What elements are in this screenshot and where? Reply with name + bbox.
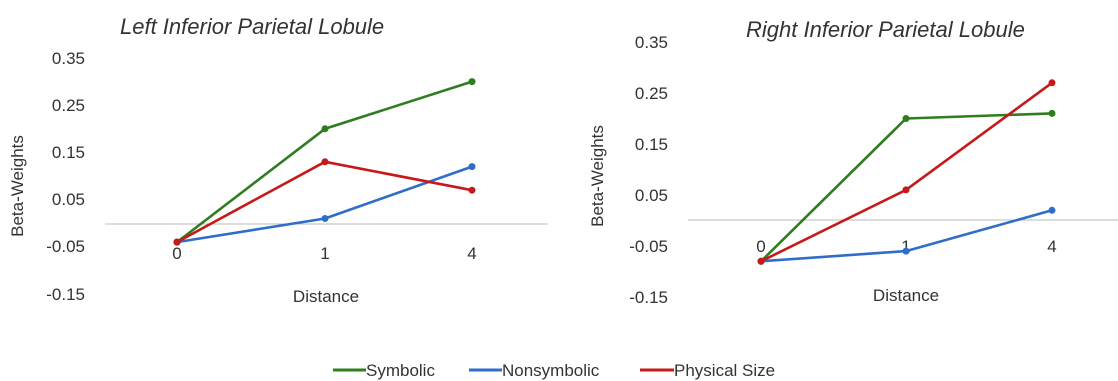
data-point-physical-size xyxy=(902,186,910,194)
data-point-symbolic xyxy=(468,78,476,86)
x-axis-title: Distance xyxy=(873,286,939,305)
y-tick-label: 0.35 xyxy=(635,33,668,52)
x-tick-label: 1 xyxy=(901,237,910,256)
y-tick-label: 0.35 xyxy=(52,49,85,68)
data-point-nonsymbolic xyxy=(321,215,329,222)
data-point-physical-size xyxy=(1048,79,1056,87)
y-tick-label: 0.25 xyxy=(635,84,668,103)
chart-title: Left Inferior Parietal Lobule xyxy=(120,14,384,39)
x-tick-label: 4 xyxy=(467,244,476,263)
y-tick-label: -0.15 xyxy=(46,285,85,304)
data-point-symbolic xyxy=(321,125,329,133)
y-tick-label: 0.15 xyxy=(52,143,85,162)
x-tick-label: 1 xyxy=(320,244,329,263)
data-point-nonsymbolic xyxy=(1048,206,1056,214)
x-tick-label: 4 xyxy=(1047,237,1056,256)
y-axis-title: Beta-Weights xyxy=(8,135,27,237)
y-ticks: 0.35 0.25 0.15 0.05 -0.05 -0.15 xyxy=(46,49,85,304)
y-tick-label: 0.05 xyxy=(635,186,668,205)
data-point-physical-size xyxy=(321,158,329,166)
legend-label: Physical Size xyxy=(674,361,775,380)
y-tick-label: -0.05 xyxy=(46,237,85,256)
legend-item-nonsymbolic: Nonsymbolic xyxy=(469,361,600,380)
plot-area xyxy=(757,79,1056,265)
data-point-physical-size xyxy=(468,186,476,194)
x-ticks: 0 1 4 xyxy=(756,237,1056,256)
y-tick-label: 0.25 xyxy=(52,96,85,115)
legend-label: Nonsymbolic xyxy=(502,361,600,380)
chart-right: Right Inferior Parietal Lobule 0.35 0.25… xyxy=(588,17,1118,307)
data-point-nonsymbolic xyxy=(468,163,476,171)
chart-title: Right Inferior Parietal Lobule xyxy=(746,17,1025,42)
x-tick-label: 0 xyxy=(756,237,765,256)
y-tick-label: -0.15 xyxy=(629,288,668,307)
x-ticks: 0 1 4 xyxy=(172,244,476,263)
y-axis-title: Beta-Weights xyxy=(588,125,607,227)
series-line-physical-size xyxy=(760,81,1053,263)
legend: Symbolic Nonsymbolic Physical Size xyxy=(333,361,775,380)
data-point-physical-size xyxy=(757,257,765,265)
legend-label: Symbolic xyxy=(366,361,435,380)
plot-area xyxy=(173,78,476,246)
legend-item-symbolic: Symbolic xyxy=(333,361,435,380)
data-point-nonsymbolic xyxy=(902,247,910,255)
y-tick-label: 0.05 xyxy=(52,190,85,209)
y-tick-label: -0.05 xyxy=(629,237,668,256)
data-point-symbolic xyxy=(902,115,910,122)
data-point-symbolic xyxy=(1048,109,1056,117)
x-tick-label: 0 xyxy=(172,244,181,263)
series-line-nonsymbolic xyxy=(176,165,473,244)
legend-item-physical-size: Physical Size xyxy=(640,361,775,380)
x-axis-title: Distance xyxy=(293,287,359,306)
data-point-physical-size xyxy=(173,238,181,246)
series-line-physical-size xyxy=(176,160,473,244)
y-ticks: 0.35 0.25 0.15 0.05 -0.05 -0.15 xyxy=(629,33,668,307)
y-tick-label: 0.15 xyxy=(635,135,668,154)
chart-left: Left Inferior Parietal Lobule 0.35 0.25 … xyxy=(8,14,548,306)
